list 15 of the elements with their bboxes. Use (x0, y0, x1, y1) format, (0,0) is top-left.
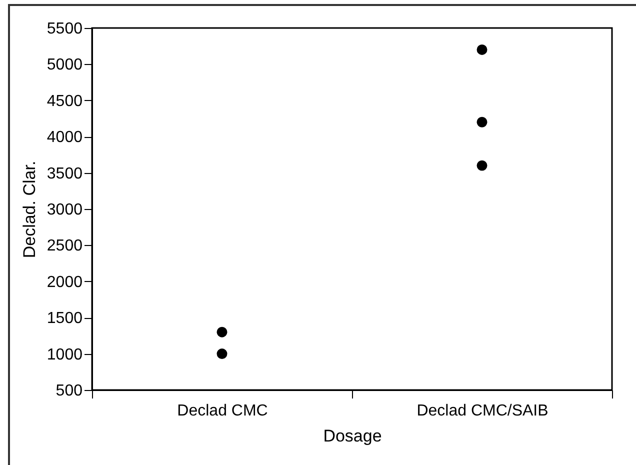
y-tick-label: 2000 (46, 274, 83, 291)
y-tick-label: 4000 (46, 129, 83, 146)
y-tick-label: 3000 (46, 202, 83, 218)
y-tick-label: 5000 (46, 56, 83, 74)
y-tick-label: 1000 (46, 346, 83, 364)
y-tick-label: 500 (56, 382, 83, 400)
y-tick-label: 3500 (46, 165, 83, 182)
y-axis-title: Declad. Clar. (20, 160, 39, 258)
x-tick-label: Declad CMC/SAIB (416, 402, 548, 420)
y-tick-label: 1500 (46, 310, 83, 328)
y-tick-label: 2500 (46, 238, 83, 255)
y-tick-label: 4500 (46, 92, 83, 110)
x-axis-title: Dosage (323, 426, 382, 446)
x-tick-label: Declad CMC (177, 402, 268, 420)
y-tick-label: 5500 (46, 20, 83, 38)
